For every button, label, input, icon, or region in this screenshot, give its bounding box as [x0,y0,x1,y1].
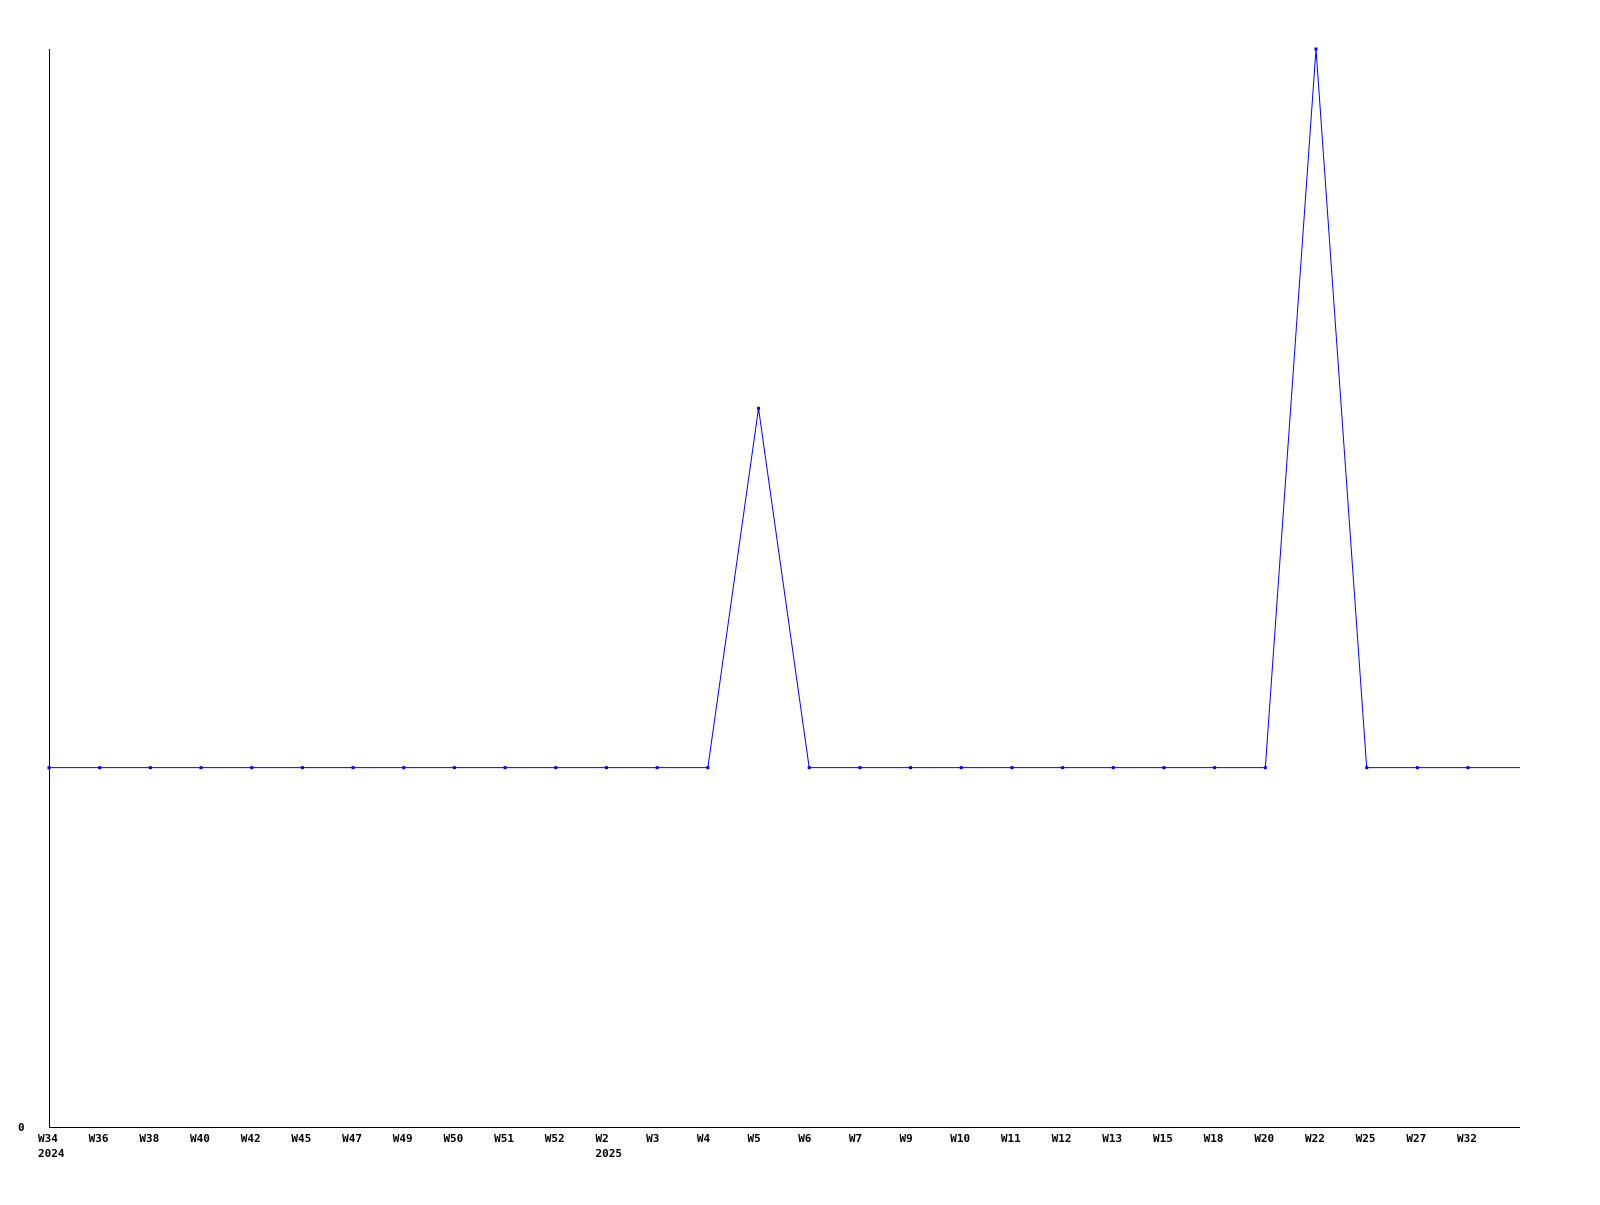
x-tick-label-W38: W38 [139,1132,159,1145]
data-point-W6 [807,766,811,770]
x-tick-label-W36: W36 [89,1132,109,1145]
x-tick-label-W52: W52 [545,1132,565,1145]
data-point-W52 [554,766,558,770]
x-tick-label-W20: W20 [1254,1132,1274,1145]
x-tick-label-W47: W47 [342,1132,362,1145]
data-point-W20 [1263,766,1267,770]
x-tick-label-W10: W10 [950,1132,970,1145]
data-point-W4 [706,766,710,770]
data-point-W36 [98,766,102,770]
x-tick-label-W40: W40 [190,1132,210,1145]
x-tick-label-W4: W4 [697,1132,711,1145]
data-point-W12 [1061,766,1065,770]
x-tick-label-W12: W12 [1052,1132,1072,1145]
data-point-W38 [148,766,152,770]
data-point-W5 [757,406,761,410]
data-point-W18 [1213,766,1217,770]
data-point-W32 [1466,766,1470,770]
x-tick-label-W49: W49 [393,1132,413,1145]
data-point-W47 [351,766,355,770]
data-point-W2 [604,766,608,770]
data-point-W49 [402,766,406,770]
data-point-W51 [503,766,507,770]
x-tick-label-W51: W51 [494,1132,514,1145]
data-point-W27 [1415,766,1419,770]
x-tick-label-W15: W15 [1153,1132,1173,1145]
x-tick-label-W45: W45 [291,1132,311,1145]
data-point-W11 [1010,766,1014,770]
x-tick-label-W2: W2 [595,1132,608,1145]
x-tick-label-W11: W11 [1001,1132,1021,1145]
data-point-W25 [1365,766,1369,770]
x-tick-label-W22: W22 [1305,1132,1325,1145]
data-point-W7 [858,766,862,770]
x-tick-label-W50: W50 [443,1132,463,1145]
series-line [49,48,1520,769]
x-tick-label-W42: W42 [241,1132,261,1145]
x-tick-label-W34: W34 [38,1132,58,1145]
data-point-W9 [909,766,913,770]
x-tick-label-W27: W27 [1406,1132,1426,1145]
x-tick-label-W5: W5 [748,1132,761,1145]
x-tick-label-W9: W9 [900,1132,913,1145]
x-tick-label-W7: W7 [849,1132,862,1145]
data-point-W13 [1111,766,1115,770]
x-tick-label-W13: W13 [1102,1132,1122,1145]
x-tick-label-W3: W3 [646,1132,659,1145]
y-tick-label-0: 0 [18,1121,25,1134]
data-point-W10 [959,766,963,770]
data-point-W45 [300,766,304,770]
data-point-W50 [452,766,456,770]
data-point-W15 [1162,766,1166,770]
x-tick-label-W6: W6 [798,1132,812,1145]
x-tick-label-W18: W18 [1204,1132,1224,1145]
x-tick-label-W32: W32 [1457,1132,1477,1145]
data-point-W40 [199,766,203,770]
year-label-2024: 2024 [38,1147,65,1160]
data-point-W42 [250,766,254,770]
data-point-W3 [655,766,659,770]
data-point-W34 [47,766,51,770]
x-tick-label-W25: W25 [1356,1132,1376,1145]
year-label-2025: 2025 [595,1147,622,1160]
data-point-W22 [1314,47,1318,51]
